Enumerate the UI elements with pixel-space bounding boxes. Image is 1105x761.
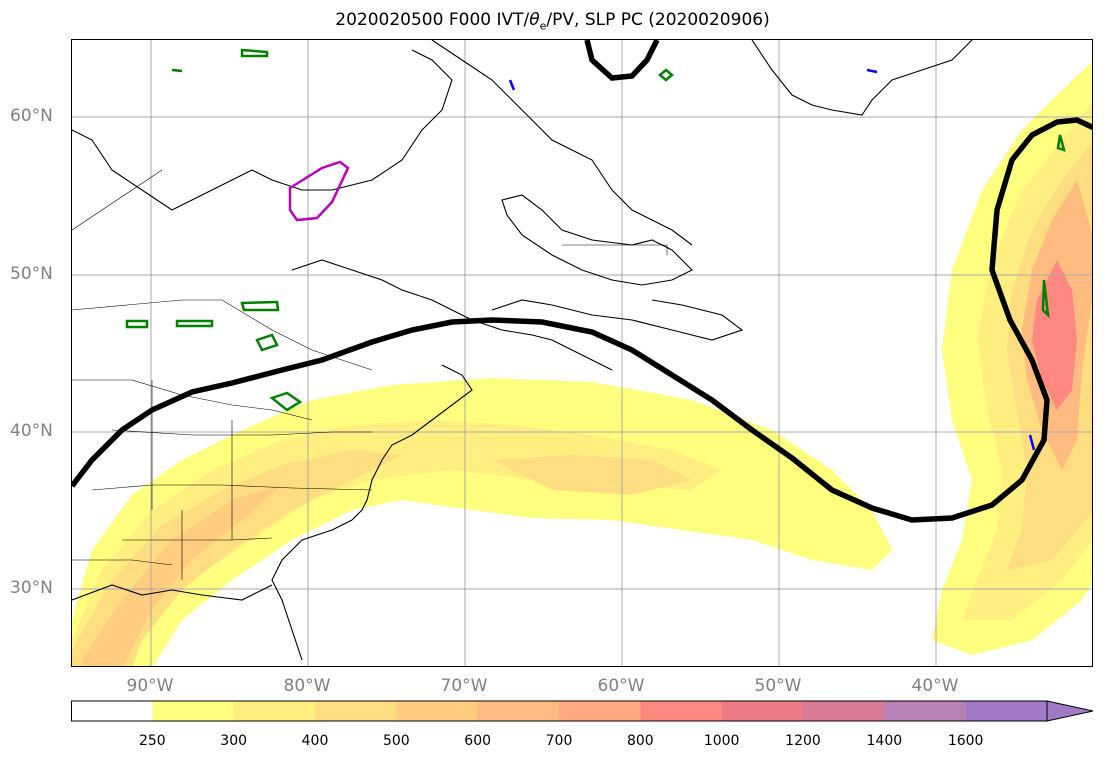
colorbar-cells	[71, 701, 1048, 721]
colorbar-tick-label: 300	[220, 733, 248, 749]
colorbar-tick-label: 700	[545, 733, 573, 749]
colorbar	[71, 700, 1094, 722]
colorbar-tick-label: 1200	[785, 733, 821, 749]
slp-pc-contour	[72, 117, 1092, 523]
lon-label-40w: 40°W	[911, 676, 959, 696]
colorbar-outline	[71, 700, 1048, 722]
colorbar-tick-label: 1400	[866, 733, 903, 749]
ivt-shading	[72, 61, 1092, 666]
colorbar-cell	[315, 701, 397, 721]
coast-labrador	[431, 40, 693, 246]
coast-gulf	[72, 584, 273, 601]
coastlines	[72, 40, 973, 661]
colorbar-tick-label: 600	[464, 733, 492, 749]
colorbar-tick-label: 400	[301, 733, 329, 749]
map-title: 2020020500 F000 IVT/θe/PV, SLP PC (20200…	[335, 10, 770, 33]
lon-label-70w: 70°W	[440, 676, 488, 696]
colorbar-cell	[965, 701, 1048, 721]
lat-label-40n: 40°N	[10, 421, 53, 441]
gridlines	[72, 40, 1092, 666]
colorbar-cell	[71, 701, 153, 721]
colorbar-cell	[233, 701, 316, 721]
map-canvas	[72, 40, 1092, 666]
lon-label-50w: 50°W	[754, 676, 802, 696]
colorbar-cell	[640, 701, 723, 721]
colorbar-cell	[559, 701, 641, 721]
ivt-band-500	[82, 485, 282, 666]
lat-label-30n: 30°N	[10, 578, 53, 598]
theta-e-contours	[125, 48, 1066, 412]
ivt-band-east-1	[492, 455, 692, 495]
pv-contours	[508, 68, 1036, 451]
coast-quebec	[291, 259, 613, 371]
colorbar-tick-label: 1600	[947, 733, 984, 749]
lat-label-60n: 60°N	[10, 106, 53, 126]
coast-greenland	[751, 40, 973, 116]
lon-label-60w: 60°W	[597, 676, 645, 696]
colorbar-cell	[477, 701, 560, 721]
colorbar-tick-label: 250	[138, 733, 166, 749]
colorbar-cell	[803, 701, 885, 721]
map-panel	[71, 39, 1093, 667]
lon-label-90w: 90°W	[126, 676, 174, 696]
coast-maritimes	[491, 299, 744, 341]
lat-label-50n: 50°N	[10, 264, 53, 284]
slp-pc-contour-north	[584, 40, 660, 81]
colorbar-tick-label: 500	[382, 733, 410, 749]
colorbar-tick-label: 800	[626, 733, 654, 749]
coast-newfoundland	[501, 194, 693, 286]
magenta-contour	[288, 160, 350, 222]
colorbar-cell	[884, 701, 967, 721]
colorbar-extend-arrow	[1046, 700, 1094, 722]
colorbar-cell	[721, 701, 804, 721]
coast-new-england	[381, 364, 473, 461]
borders	[72, 169, 668, 580]
colorbar-cell	[152, 701, 235, 721]
colorbar-cell	[396, 701, 479, 721]
coast-hudson-bay	[72, 49, 453, 211]
lon-label-80w: 80°W	[283, 676, 331, 696]
colorbar-tick-label: 1000	[703, 733, 740, 749]
ivt-band-400	[72, 450, 402, 666]
coast-east-us	[271, 459, 383, 661]
